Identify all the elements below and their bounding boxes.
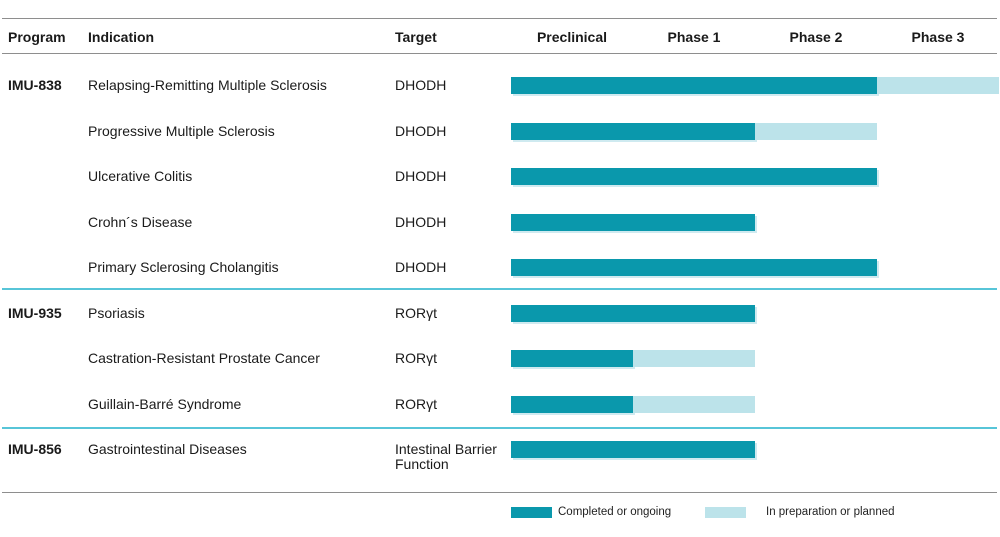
target-cell: Intestinal Barrier Function (395, 441, 497, 472)
program-cell: IMU-838 (8, 77, 62, 93)
pipeline-row: Ulcerative Colitis DHODH (0, 168, 1000, 214)
progress-bar (511, 259, 877, 276)
pipeline-row: Castration-Resistant Prostate Cancer ROR… (0, 350, 1000, 396)
target-cell: RORγt (395, 395, 437, 412)
pipeline-row: Crohn´s Disease DHODH (0, 213, 1000, 260)
pipeline-row: IMU-856 Gastrointestinal Diseases Intest… (0, 441, 1000, 487)
progress-bar (511, 168, 877, 185)
program-cell: IMU-935 (8, 304, 62, 321)
bar-planned (755, 122, 877, 140)
column-header-target: Target (395, 29, 437, 45)
header-rule (2, 53, 997, 54)
phase-header-phase1: Phase 1 (667, 29, 721, 45)
target-cell: DHODH (395, 259, 447, 275)
bottom-rule (2, 492, 997, 493)
phase-header-phase3: Phase 3 (911, 29, 965, 45)
program-cell: IMU-856 (8, 441, 62, 457)
phase-header-phase2: Phase 2 (789, 29, 843, 45)
bar-completed (511, 350, 633, 367)
pipeline-row: Primary Sclerosing Cholangitis DHODH (0, 259, 1000, 305)
bar-completed (511, 304, 755, 322)
indication-cell: Ulcerative Colitis (88, 168, 193, 184)
phase-header-preclinical: Preclinical (536, 29, 608, 45)
progress-bar (511, 395, 755, 413)
legend-swatch-completed (511, 507, 552, 518)
bar-completed (511, 395, 633, 413)
bar-completed (511, 441, 755, 458)
legend-label-completed: Completed or ongoing (558, 506, 672, 518)
target-cell: DHODH (395, 77, 447, 93)
group-divider (2, 427, 997, 429)
pipeline-row: IMU-838 Relapsing-Remitting Multiple Scl… (0, 77, 1000, 123)
phase-header-row: Preclinical Phase 1 Phase 2 Phase 3 (511, 29, 999, 46)
legend: Completed or ongoing In preparation or p… (0, 506, 1000, 521)
bar-planned (633, 350, 755, 367)
legend-swatch-planned (705, 507, 746, 518)
indication-cell: Progressive Multiple Sclerosis (88, 122, 275, 139)
target-cell: DHODH (395, 168, 447, 184)
indication-cell: Primary Sclerosing Cholangitis (88, 259, 279, 275)
bar-planned (633, 395, 755, 413)
bar-completed (511, 122, 755, 140)
pipeline-row: IMU-935 Psoriasis RORγt (0, 304, 1000, 351)
progress-bar (511, 304, 755, 322)
progress-bar (511, 122, 877, 140)
progress-bar (511, 350, 755, 367)
column-header-indication: Indication (88, 29, 155, 45)
pipeline-row: Guillain-Barré Syndrome RORγt (0, 395, 1000, 442)
indication-cell: Psoriasis (88, 304, 145, 321)
indication-cell: Gastrointestinal Diseases (88, 441, 247, 457)
target-cell: RORγt (395, 350, 437, 366)
pipeline-row: Progressive Multiple Sclerosis DHODH (0, 122, 1000, 169)
progress-bar (511, 441, 755, 458)
indication-cell: Guillain-Barré Syndrome (88, 395, 242, 412)
target-cell: DHODH (395, 213, 447, 230)
target-cell: RORγt (395, 304, 437, 321)
progress-bar (511, 213, 755, 231)
column-header-program: Program (8, 29, 66, 45)
top-rule (2, 18, 997, 19)
legend-label-planned: In preparation or planned (766, 506, 895, 518)
bar-completed (511, 168, 877, 185)
indication-cell: Crohn´s Disease (88, 213, 193, 230)
bar-completed (511, 213, 755, 231)
group-divider (2, 288, 997, 290)
target-cell: DHODH (395, 122, 447, 139)
indication-cell: Relapsing-Remitting Multiple Sclerosis (88, 77, 327, 93)
bar-completed (511, 259, 877, 276)
bar-completed (511, 77, 877, 94)
indication-cell: Castration-Resistant Prostate Cancer (88, 350, 320, 366)
progress-bar (511, 77, 999, 94)
pipeline-rows: IMU-838 Relapsing-Remitting Multiple Scl… (0, 77, 1000, 487)
bar-planned (877, 77, 999, 94)
